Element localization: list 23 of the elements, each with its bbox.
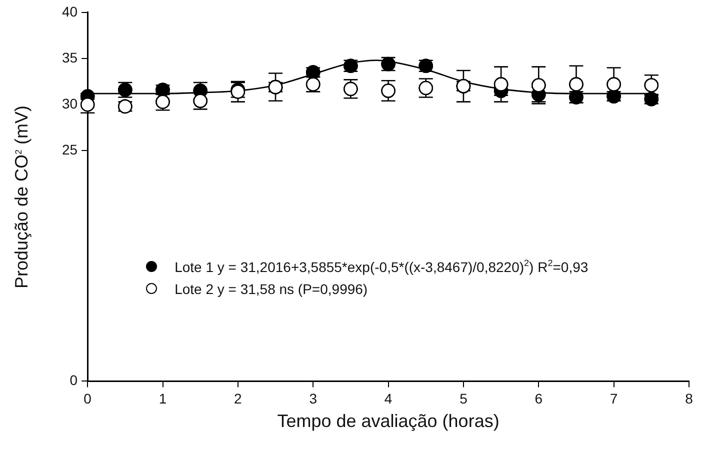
y-tick-label: 0 [70, 372, 78, 388]
point [644, 78, 659, 92]
point [494, 77, 508, 92]
legend-label: Lote 1 y = 31,2016+3,5855*exp(-0,5*((x-3,8467)/0,8220)$^{2}$) R$^{2}$=0,93 [174, 258, 588, 276]
point [381, 84, 396, 98]
x-tick-label: 0 [84, 390, 92, 406]
x-tick-label: 2 [234, 390, 242, 406]
y-tick-label: 30 [62, 95, 78, 112]
legend-label: Lote 2 y = 31,58 ns (P=0,9996) [174, 280, 368, 297]
x-tick-label: 7 [610, 390, 618, 406]
x-tick-label: 4 [384, 390, 392, 406]
point [531, 78, 546, 92]
point [569, 77, 584, 92]
y-tick-label: 35 [62, 49, 78, 66]
y-tick-label: 25 [62, 142, 78, 158]
x-tick-label: 3 [309, 390, 318, 406]
x-tick-label: 5 [460, 390, 468, 406]
x-tick-label: 1 [158, 390, 167, 406]
x-tick-label: 6 [534, 390, 543, 406]
x-axis-title: Tempo de avaliação (horas) [276, 411, 500, 432]
x-tick-label: 8 [685, 390, 694, 406]
y-tick-label: 40 [62, 3, 78, 20]
point [606, 77, 621, 92]
